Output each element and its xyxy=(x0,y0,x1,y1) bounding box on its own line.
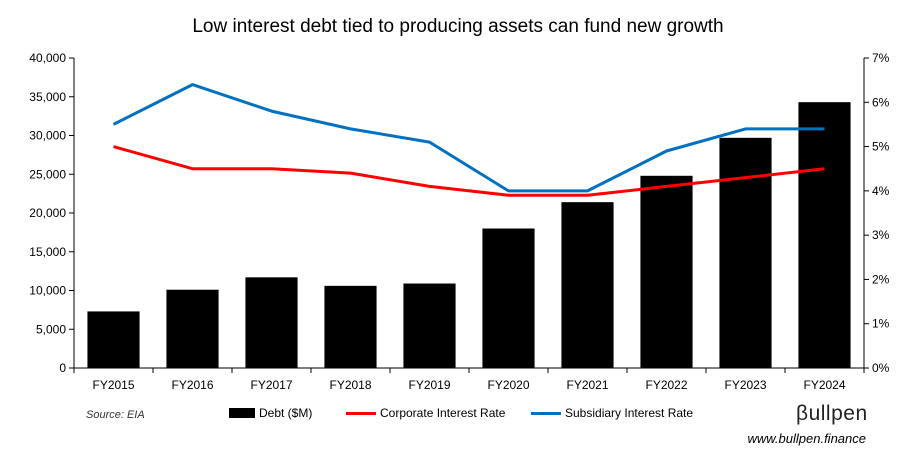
x-tick-label: FY2016 xyxy=(171,378,213,392)
x-tick-label: FY2024 xyxy=(803,378,845,392)
bar-debt xyxy=(482,228,535,368)
y-left-tick-label: 40,000 xyxy=(29,51,66,65)
y-right-tick-label: 2% xyxy=(872,272,890,286)
y-right-tick-label: 7% xyxy=(872,51,890,65)
bar-debt xyxy=(245,277,298,368)
y-left-tick-label: 5,000 xyxy=(36,322,66,336)
x-tick-label: FY2022 xyxy=(645,378,687,392)
website-url: www.bullpen.finance xyxy=(747,431,866,446)
bar-debt xyxy=(561,202,614,368)
legend-item-corporate-rate: Corporate Interest Rate xyxy=(346,406,505,420)
y-left-tick-label: 0 xyxy=(59,361,66,375)
y-right-tick-label: 1% xyxy=(872,317,890,331)
y-left-tick-label: 35,000 xyxy=(29,90,66,104)
legend-label-subsidiary-rate: Subsidiary Interest Rate xyxy=(565,406,694,420)
legend-swatch-corporate-rate xyxy=(346,411,376,415)
legend-item-debt: Debt ($M) xyxy=(229,406,312,420)
bar-debt xyxy=(798,102,851,369)
y-right-tick-label: 5% xyxy=(872,140,890,154)
bar-debt xyxy=(166,289,219,368)
y-right-tick-label: 4% xyxy=(872,184,890,198)
x-tick-label: FY2023 xyxy=(724,378,766,392)
legend-item-subsidiary-rate: Subsidiary Interest Rate xyxy=(531,406,693,420)
line-corporate-interest-rate xyxy=(113,145,825,197)
bar-debt xyxy=(640,175,693,368)
legend-label-debt: Debt ($M) xyxy=(259,406,313,420)
source-note: Source: EIA xyxy=(86,409,145,421)
y-right-tick-label: 6% xyxy=(872,95,890,109)
x-tick-label: FY2020 xyxy=(487,378,529,392)
y-left-tick-label: 10,000 xyxy=(29,284,66,298)
y-right-tick-label: 3% xyxy=(872,228,890,242)
bar-debt xyxy=(719,137,772,368)
y-left-tick-label: 25,000 xyxy=(29,167,66,181)
bar-debt xyxy=(324,285,377,368)
y-left-tick-label: 15,000 xyxy=(29,245,66,259)
x-tick-label: FY2019 xyxy=(408,378,450,392)
y-right-tick-label: 0% xyxy=(872,361,890,375)
x-tick-label: FY2015 xyxy=(92,378,134,392)
line-subsidiary-interest-rate xyxy=(112,83,825,193)
y-left-tick-label: 20,000 xyxy=(29,206,66,220)
legend-label-corporate-rate: Corporate Interest Rate xyxy=(380,406,506,420)
brand-logo: βullpen xyxy=(796,402,868,425)
bar-debt xyxy=(87,311,140,368)
x-tick-label: FY2021 xyxy=(566,378,608,392)
x-tick-label: FY2017 xyxy=(250,378,292,392)
legend: Debt ($M) Corporate Interest Rate Subsid… xyxy=(0,406,916,426)
chart-title: Low interest debt tied to producing asse… xyxy=(192,16,724,37)
legend-swatch-subsidiary-rate xyxy=(531,411,561,415)
bar-debt xyxy=(403,283,456,368)
y-left-tick-label: 30,000 xyxy=(29,129,66,143)
x-tick-label: FY2018 xyxy=(329,378,371,392)
legend-swatch-debt xyxy=(229,408,255,418)
